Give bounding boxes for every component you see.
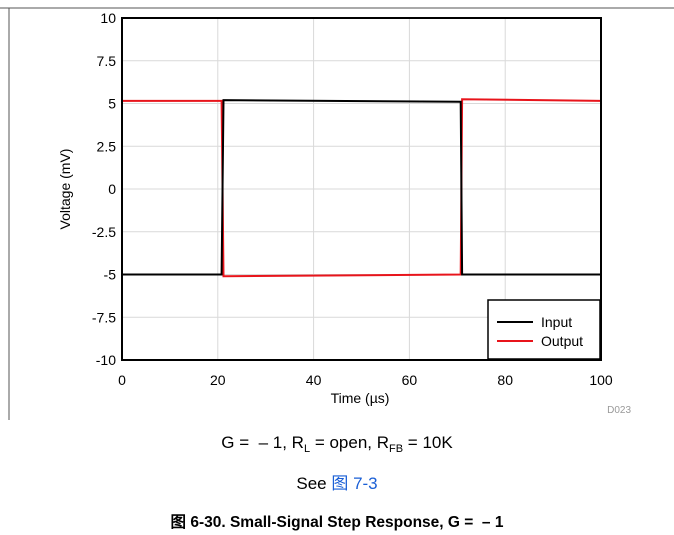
legend-label-output: Output [541, 333, 583, 349]
see-reference-line: See 图 7-3 [0, 469, 674, 494]
cond-rl-subscript: L [303, 443, 311, 455]
y-tick-label: 10 [100, 10, 116, 26]
y-tick-label: -10 [96, 352, 116, 368]
figure-reference-link[interactable]: 图 7-3 [331, 474, 378, 493]
legend: Input Output [487, 299, 601, 360]
y-tick-label: 5 [108, 96, 116, 112]
x-axis-label: Time (µs) [331, 390, 390, 406]
cond-rfb-value: = 10K [403, 433, 453, 452]
y-tick-label: 2.5 [97, 138, 117, 154]
x-tick-label: 80 [497, 372, 513, 388]
x-tick-label: 60 [402, 372, 418, 388]
see-prefix: See [296, 474, 332, 493]
y-tick-label: -5 [104, 267, 117, 283]
figure-code: D023 [607, 405, 631, 416]
series-group [122, 98, 602, 278]
x-tick-label: 40 [306, 372, 322, 388]
y-tick-label: -7.5 [92, 309, 116, 325]
x-tick-labels: 0 20 40 60 80 100 [118, 372, 613, 388]
series-line-input [122, 99, 601, 276]
x-tick-label: 0 [118, 372, 126, 388]
cond-rl-value: = open, R [310, 433, 390, 452]
figure-title: 图 6-30. Small-Signal Step Response, G = … [170, 514, 504, 531]
y-tick-labels: 10 7.5 5 2.5 0 -2.5 -5 -7.5 -10 [92, 10, 116, 368]
test-conditions: G = – 1, RL = open, RFB = 10K [0, 433, 674, 455]
cond-gain: G = – 1, R [221, 433, 304, 452]
y-tick-label: 0 [108, 181, 116, 197]
series-line-output [122, 98, 602, 278]
x-tick-label: 20 [210, 372, 226, 388]
plot-frame [121, 17, 602, 361]
y-axis-label: Voltage (mV) [57, 149, 73, 230]
legend-label-input: Input [541, 314, 572, 330]
legend-box [487, 299, 601, 360]
step-response-chart: 10 7.5 5 2.5 0 -2.5 -5 -7.5 -10 0 20 40 60 80 100 Tim… [0, 7, 674, 420]
cond-rfb-subscript: FB [389, 443, 404, 455]
y-tick-label: -2.5 [92, 224, 116, 240]
x-tick-label: 100 [589, 372, 613, 388]
y-tick-label: 7.5 [97, 53, 117, 69]
